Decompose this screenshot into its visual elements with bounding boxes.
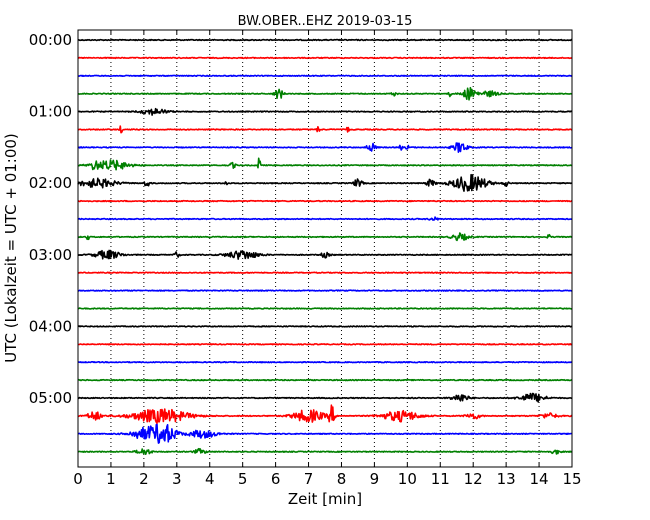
y-tick-label: 00:00	[29, 31, 72, 49]
x-tick-label: 0	[73, 470, 83, 488]
x-tick-label: 14	[530, 470, 549, 488]
seismic-trace	[77, 249, 573, 260]
y-tick-label: 01:00	[29, 103, 72, 121]
x-tick-label: 13	[497, 470, 516, 488]
x-tick-label: 7	[304, 470, 314, 488]
seismic-trace	[77, 447, 573, 455]
x-tick-label: 10	[398, 470, 417, 488]
seismic-trace	[77, 38, 573, 42]
y-axis-label: UTC (Lokalzeit = UTC + 01:00)	[2, 133, 20, 363]
seismic-trace	[77, 107, 573, 116]
seismic-trace	[77, 392, 573, 403]
x-tick-label: 4	[205, 470, 215, 488]
x-tick-label: 8	[337, 470, 347, 488]
seismic-trace	[77, 343, 573, 346]
seismic-trace	[77, 157, 573, 171]
seismic-trace	[77, 423, 573, 444]
seismic-trace	[77, 361, 573, 364]
seismic-trace	[77, 173, 573, 192]
x-axis-ticks: 0 1 2 3 4 5 6 7 8 9 10 11 12 13 14 15	[73, 30, 582, 488]
seismic-trace	[77, 125, 573, 134]
vertical-grid	[110, 30, 540, 467]
seismic-trace	[77, 378, 573, 382]
y-tick-label: 02:00	[29, 174, 72, 192]
seismic-trace	[77, 74, 573, 77]
seismic-trace	[77, 216, 573, 221]
y-tick-label: 05:00	[29, 389, 72, 407]
x-tick-label: 11	[431, 470, 450, 488]
seismic-trace	[77, 307, 573, 310]
x-tick-label: 12	[464, 470, 483, 488]
x-tick-label: 1	[106, 470, 116, 488]
x-tick-label: 5	[238, 470, 248, 488]
x-tick-label: 15	[562, 470, 581, 488]
y-axis-ticks: 00:00 01:00 02:00 03:00 04:00 05:00	[29, 31, 572, 407]
plot-frame	[77, 29, 573, 468]
seismic-trace	[77, 289, 573, 292]
x-tick-label: 6	[271, 470, 281, 488]
y-tick-label: 04:00	[29, 317, 72, 335]
seismic-trace	[77, 232, 573, 242]
seismic-trace	[77, 86, 573, 101]
chart-title: BW.OBER..EHZ 2019-03-15	[238, 14, 413, 29]
seismic-traces	[77, 38, 573, 455]
seismic-trace	[77, 142, 573, 153]
x-axis-label: Zeit [min]	[288, 490, 362, 508]
seismic-trace	[77, 199, 573, 203]
seismic-trace	[77, 56, 573, 60]
x-tick-label: 2	[139, 470, 149, 488]
x-tick-label: 9	[370, 470, 380, 488]
y-tick-label: 03:00	[29, 246, 72, 264]
seismic-trace	[77, 271, 573, 274]
seismic-trace	[77, 325, 573, 328]
seismic-trace	[77, 404, 573, 425]
x-tick-label: 3	[172, 470, 182, 488]
